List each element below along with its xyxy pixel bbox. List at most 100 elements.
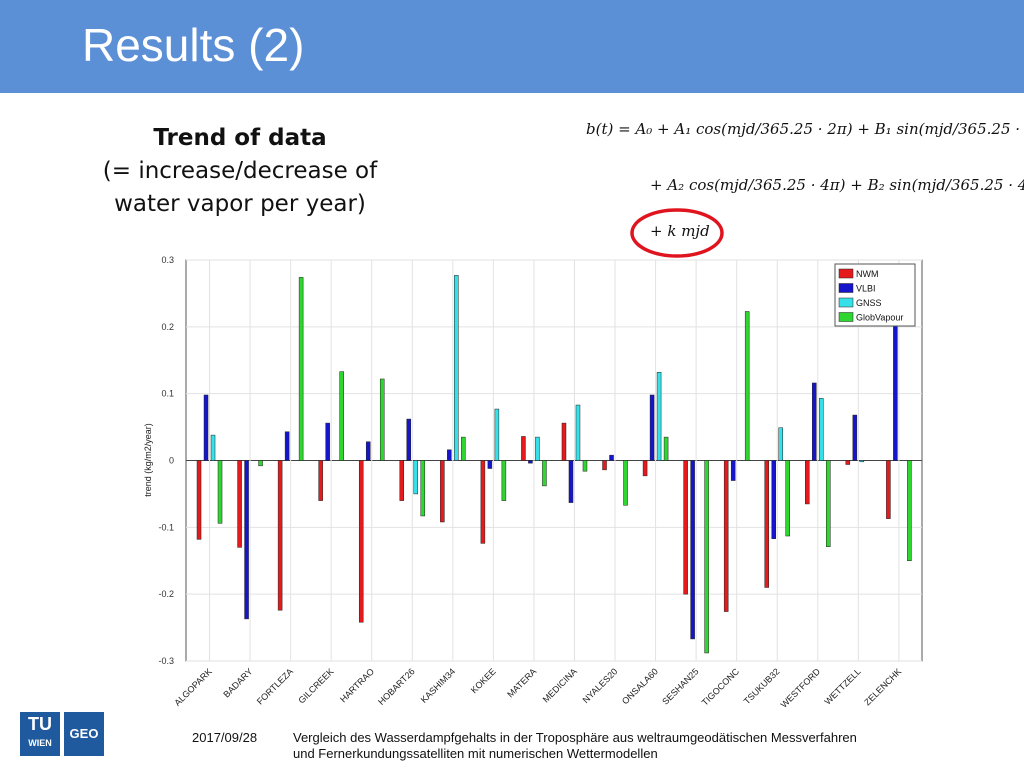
formula-line-3: + k mjd: [650, 222, 710, 240]
bar-globvapour: [217, 460, 223, 524]
legend-label: GNSS: [856, 298, 882, 308]
formula-line-1: b(t) = A₀ + A₁ cos(mjd/365.25 · 2π) + B₁…: [586, 120, 1024, 138]
bar-globvapour: [501, 460, 507, 501]
bar-globvapour: [623, 460, 628, 506]
bar-nwm: [561, 422, 567, 461]
bar-vlbi: [893, 319, 898, 461]
bar-gnss: [413, 460, 419, 495]
bar-globvapour: [298, 277, 304, 461]
y-axis-label: trend (kg/m2/year): [143, 423, 153, 497]
x-tick-label: WESTFORD: [779, 666, 823, 710]
bar-globvapour: [785, 460, 790, 537]
x-tick-label: SESHAN25: [660, 666, 700, 706]
bar-globvapour: [258, 460, 263, 467]
bar-nwm: [805, 460, 810, 505]
grid-lines: [186, 259, 922, 662]
legend-label: GlobVapour: [856, 313, 903, 323]
bar-globvapour: [704, 460, 709, 654]
legend-swatch: [838, 283, 854, 293]
header-bar: Results (2): [0, 0, 1024, 93]
legend-label: NWM: [856, 269, 879, 279]
bar-globvapour: [907, 460, 912, 561]
x-tick-label: ONSALA60: [620, 666, 660, 706]
x-tick-label: FORTLEZA: [255, 666, 295, 706]
bar-globvapour: [379, 378, 385, 461]
bar-globvapour: [582, 460, 588, 472]
bar-gnss: [656, 372, 662, 461]
bar-nwm: [237, 460, 242, 548]
legend-swatch: [838, 312, 854, 322]
bar-vlbi: [528, 460, 533, 464]
bar-nwm: [642, 460, 648, 477]
logo-wien-text: WIEN: [28, 738, 52, 748]
bar-globvapour: [420, 460, 426, 517]
logo-tu-text: TU: [28, 714, 52, 734]
x-tick-label: BADARY: [221, 666, 254, 699]
bar-vlbi: [203, 394, 209, 461]
footer-text-line-2: und Fernerkundungssatelliten mit numeris…: [293, 746, 658, 761]
y-tick-label: 0.3: [161, 255, 174, 265]
bar-vlbi: [487, 460, 493, 469]
bar-vlbi: [690, 460, 695, 640]
x-tick-label: HOBART26: [376, 666, 417, 707]
bar-gnss: [210, 434, 216, 461]
bar-nwm: [480, 460, 486, 544]
y-tick-label: -0.3: [158, 656, 174, 666]
bar-vlbi: [852, 414, 858, 461]
legend-swatch: [838, 297, 854, 308]
y-tick-label: -0.1: [158, 522, 174, 532]
bar-vlbi: [812, 382, 817, 461]
bar-vlbi: [568, 460, 574, 503]
footer-text-line-1: Vergleich des Wasserdampfgehalts in der …: [293, 730, 857, 745]
bar-nwm: [196, 460, 202, 540]
bar-nwm: [886, 460, 891, 519]
footer-date: 2017/09/28: [192, 730, 258, 745]
bar-nwm: [764, 460, 769, 588]
legend: NWM VLBI GNSS GlobVapour: [834, 263, 916, 327]
bar-vlbi: [771, 460, 776, 539]
bar-vlbi: [244, 460, 249, 620]
subtitle-line-2: (= increase/decrease of: [102, 158, 378, 184]
bar-nwm: [277, 460, 283, 611]
bar-nwm: [845, 460, 851, 465]
x-tick-label: ZELENCHK: [862, 666, 903, 707]
x-tick-label: MATERA: [505, 666, 538, 699]
x-tick-label: HARTRAO: [338, 666, 376, 704]
bar-vlbi: [284, 431, 290, 461]
x-tick-labels: ALGOPARK BADARY FORTLEZA GILCREEK HARTRAO HOB…: [172, 666, 903, 710]
bar-vlbi: [447, 449, 452, 461]
bar-gnss: [494, 408, 500, 461]
x-tick-label: NYALES20: [581, 666, 620, 705]
bar-nwm: [358, 460, 364, 623]
geo-logo: GEO: [64, 712, 104, 756]
bar-vlbi: [325, 422, 330, 461]
x-tick-label: TSUKUB32: [742, 666, 782, 706]
bar-globvapour: [461, 436, 466, 461]
x-tick-label: MEDICINA: [541, 666, 579, 704]
bar-nwm: [440, 460, 445, 523]
bar-gnss: [575, 404, 581, 461]
bar-nwm: [399, 460, 405, 501]
bar-globvapour: [826, 460, 831, 547]
bar-nwm: [683, 460, 688, 595]
subtitle-line-3: water vapor per year): [114, 191, 366, 217]
y-tick-label: 0: [169, 456, 174, 466]
highlight-circle: [630, 208, 724, 258]
bar-nwm: [318, 460, 323, 501]
bar-gnss: [859, 460, 865, 463]
y-tick-labels: 0.3 0.2 0.1 0 -0.1 -0.2 -0.3: [158, 255, 174, 666]
legend-label: VLBI: [856, 284, 876, 294]
bar-globvapour: [542, 460, 547, 487]
x-tick-label: WETTZELL: [822, 666, 862, 706]
bar-gnss: [819, 398, 824, 461]
x-tick-label: GILCREEK: [296, 666, 335, 705]
x-tick-label: ALGOPARK: [172, 666, 214, 708]
bar-nwm: [602, 460, 607, 471]
bars: [196, 275, 912, 654]
bar-nwm: [521, 436, 526, 461]
bar-gnss: [535, 436, 540, 461]
slide-subtitle: Trend of data (= increase/decrease of wa…: [60, 122, 420, 221]
bar-vlbi: [406, 418, 412, 461]
y-tick-label: -0.2: [158, 589, 174, 599]
